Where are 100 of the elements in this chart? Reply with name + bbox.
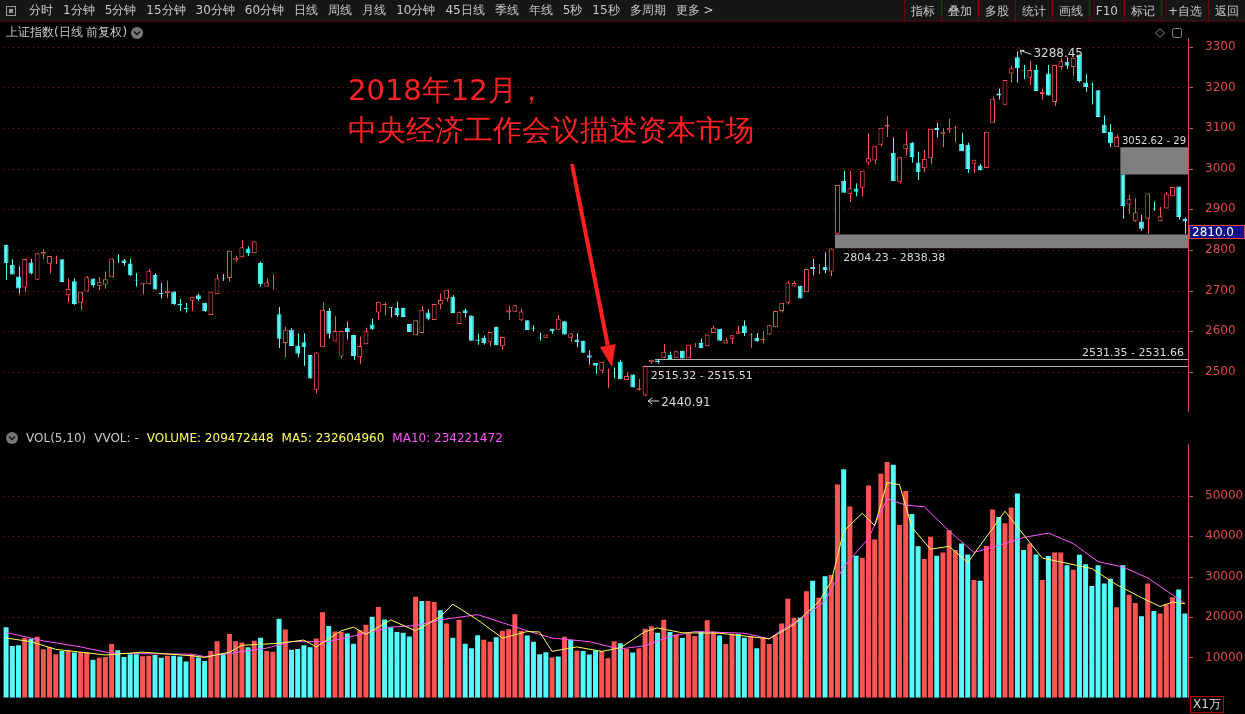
bar: [853, 555, 859, 698]
y-tick-label: 3000: [1205, 160, 1236, 175]
y-tick-label: 2500: [1205, 364, 1236, 379]
bar: [822, 576, 828, 698]
text: 45日线: [444, 2, 486, 19]
candlestick: [65, 277, 71, 303]
text: 分时: [28, 2, 54, 19]
bar: [1039, 579, 1045, 698]
bar: [568, 639, 574, 698]
bar: [251, 640, 257, 698]
bar: [413, 596, 419, 698]
annotation: 中央经济工作会议描述资本市场: [348, 112, 754, 149]
candlestick: [258, 260, 263, 288]
text: 2810.0: [1192, 225, 1234, 239]
bar: [338, 631, 344, 698]
candlestick: [1014, 50, 1020, 84]
text: 月线: [361, 2, 388, 19]
text: 更多 >: [674, 2, 715, 19]
band-label: 2515.32 - 2515.51: [650, 368, 753, 382]
y-tick-label: 2600: [1205, 323, 1236, 338]
y-tick-label: 30000: [1205, 568, 1244, 583]
bar: [723, 644, 729, 698]
band-label: 2804.23 - 2838.38: [843, 251, 946, 265]
bar: [810, 580, 816, 698]
annotation: 3288.45: [1033, 46, 1084, 61]
bar: [940, 552, 946, 698]
bar: [307, 647, 313, 698]
candlestick: [828, 247, 834, 277]
text: 10分钟: [395, 2, 437, 19]
y-tick-label: 20000: [1205, 609, 1244, 624]
candlestick: [965, 142, 971, 174]
bar: [816, 597, 822, 698]
y-tick-label: 3300: [1205, 38, 1236, 53]
bar: [636, 648, 642, 698]
bar: [431, 602, 437, 698]
candlestick: [419, 305, 425, 334]
band-label: 2531.35 - 2531.66: [1082, 346, 1184, 360]
bar: [375, 606, 381, 698]
bar: [611, 641, 617, 698]
text: F10: [1088, 0, 1124, 22]
bar: [493, 637, 499, 698]
bar: [158, 657, 164, 698]
candlestick: [915, 151, 921, 181]
y-tick-label: 40000: [1205, 528, 1244, 543]
bar: [71, 652, 77, 698]
bar: [555, 656, 561, 698]
text: 多周期: [628, 2, 667, 19]
bar: [282, 629, 288, 698]
candlestick: [295, 332, 301, 358]
text: 周线: [327, 2, 354, 19]
bar: [1027, 543, 1033, 698]
bar: [208, 650, 214, 698]
bar: [1070, 569, 1076, 698]
text: 15分钟: [145, 2, 187, 19]
bar: [717, 635, 723, 698]
y-tick-label: 3200: [1205, 79, 1236, 94]
candlestick: [282, 326, 288, 358]
bar: [996, 516, 1002, 698]
bar: [915, 546, 921, 698]
candlestick: [897, 156, 902, 184]
text: 15秒: [591, 2, 621, 19]
bar: [1045, 556, 1051, 698]
candlestick: [990, 95, 995, 124]
bar: [444, 623, 450, 698]
y-tick-label: 2700: [1205, 282, 1236, 297]
annotation: 2440.91: [661, 394, 711, 409]
candlestick: [866, 132, 871, 166]
annotation: VVOL: -: [94, 431, 139, 445]
text: 标记: [1123, 0, 1161, 22]
bar: [59, 650, 65, 698]
bar: [22, 638, 28, 698]
text: 统计: [1014, 0, 1052, 22]
bar: [518, 630, 524, 698]
bar: [450, 637, 456, 698]
y-tick-label: 2800: [1205, 242, 1236, 257]
annotation: 2018年12月，: [348, 72, 547, 109]
bar: [934, 555, 940, 698]
bar: [369, 616, 375, 698]
candlestick: [301, 332, 307, 367]
bar: [214, 641, 220, 698]
candlestick: [909, 141, 915, 164]
annotation: VOLUME: 209472448: [146, 431, 274, 445]
candlestick: [785, 280, 791, 305]
y-tick-label: 3100: [1205, 120, 1236, 135]
bar: [481, 639, 487, 698]
bar: [562, 636, 567, 698]
text: 1分钟: [62, 2, 96, 19]
text: 日线: [293, 2, 320, 19]
bar: [183, 661, 189, 698]
candlestick: [381, 301, 388, 316]
bar: [884, 461, 890, 698]
y-tick-label: 50000: [1205, 488, 1244, 503]
bar: [667, 631, 673, 698]
text: 多股: [977, 0, 1015, 22]
bar: [791, 617, 797, 698]
text: MA10: 234221472: [392, 431, 503, 445]
bar: [65, 650, 71, 698]
text: 5秒: [561, 2, 584, 19]
bar: [574, 650, 580, 698]
candlestick: [16, 265, 21, 295]
